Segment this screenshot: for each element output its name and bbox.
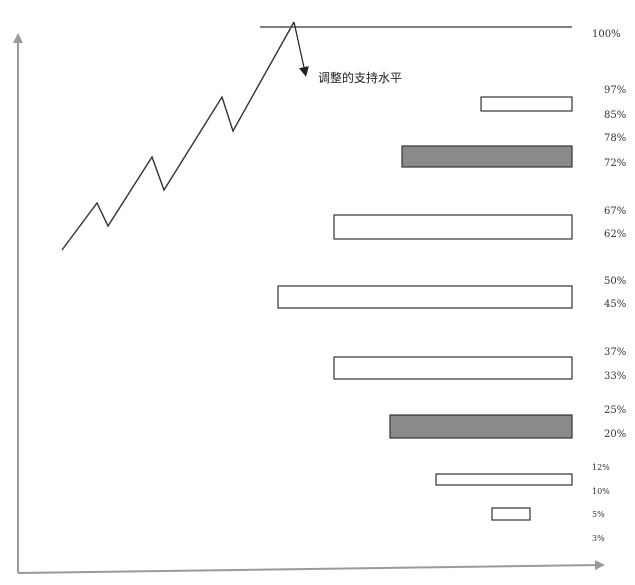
x-axis: [17, 560, 605, 574]
level-label-33: 33%: [604, 371, 626, 382]
price-path-line: [61, 21, 295, 251]
level-label-62: 62%: [604, 229, 626, 240]
level-label-50: 50%: [604, 276, 626, 287]
level-label-37: 37%: [604, 347, 626, 358]
band-12-10: [435, 473, 573, 486]
level-label-5: 5%: [592, 510, 605, 519]
level-label-45: 45%: [604, 299, 626, 310]
band-5-3: [491, 507, 531, 521]
band-50-45: [277, 285, 573, 309]
support-bands: [277, 96, 573, 521]
level-label-12: 12%: [592, 463, 610, 472]
level-label-10: 10%: [592, 487, 610, 496]
level-label-20: 20%: [604, 429, 626, 440]
level-label-97: 97%: [604, 85, 626, 96]
band-78-72: [401, 145, 573, 168]
level-label-100: 100%: [592, 29, 621, 40]
level-label-67: 67%: [604, 206, 626, 217]
annotation-label: 调整的支持水平: [318, 70, 402, 85]
band-97-85: [480, 96, 573, 112]
band-25-20: [389, 414, 573, 439]
level-labels: 100% 97% 85% 78% 72% 67% 62% 50% 45% 37%…: [592, 29, 626, 543]
band-37-33: [333, 356, 573, 380]
level-label-25: 25%: [604, 405, 626, 416]
level-label-85: 85%: [604, 110, 626, 121]
level-label-3: 3%: [592, 534, 605, 543]
band-67-62: [333, 214, 573, 240]
pullback-arrow: [293, 21, 309, 77]
level-label-72: 72%: [604, 158, 626, 169]
level-label-78: 78%: [604, 133, 626, 144]
